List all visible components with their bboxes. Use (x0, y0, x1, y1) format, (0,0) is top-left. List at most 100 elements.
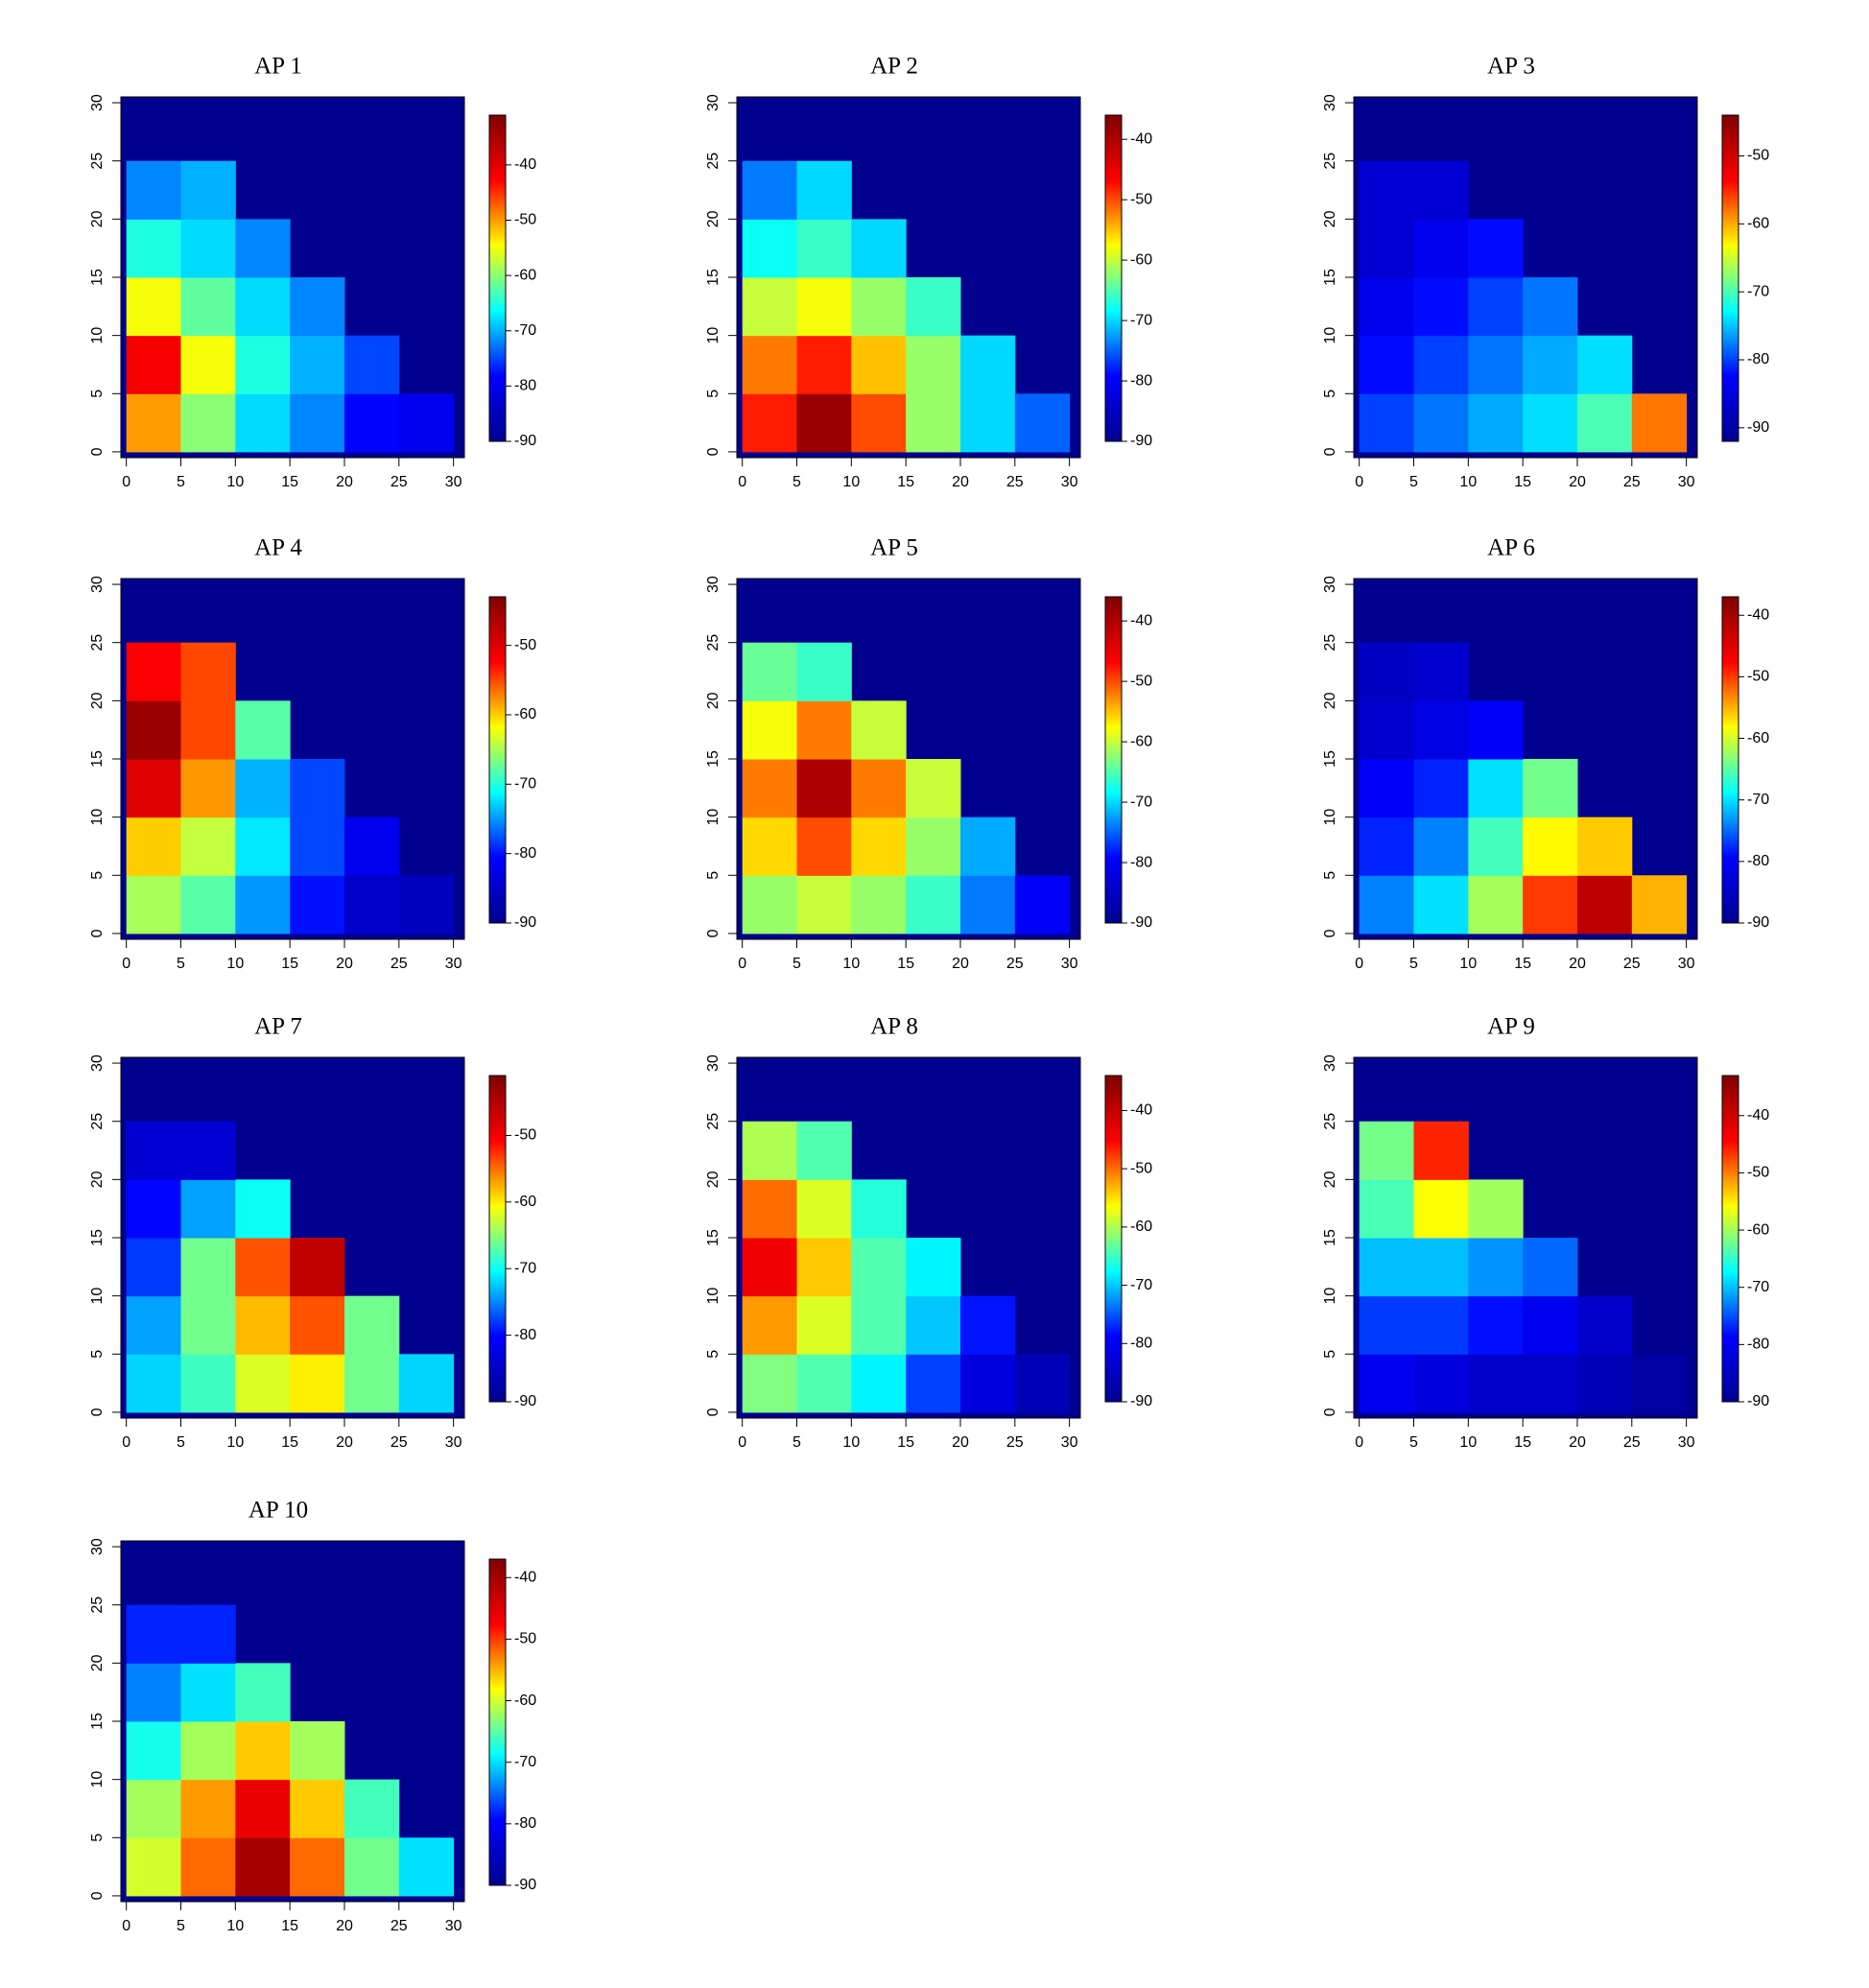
y-tick-label: 10 (89, 327, 106, 344)
heat-cell (851, 219, 907, 278)
colorbar-tick-label: -70 (1130, 793, 1152, 810)
colorbar (1104, 1075, 1123, 1403)
x-tick-label: 10 (842, 1434, 860, 1451)
panel: AP 3 0 5 10 15 20 25 30 0 5 10 15 20 25 30 -50 -60 -70 -80… (1322, 54, 1769, 491)
heat-cell (235, 816, 291, 876)
heat-cell (851, 335, 907, 394)
x-tick-label: 5 (177, 956, 185, 972)
heat-cell (1523, 1238, 1578, 1297)
heat-cell (1576, 1295, 1633, 1355)
heat-cell (1523, 393, 1578, 453)
heat-cell (180, 1663, 236, 1722)
x-tick-label: 10 (226, 474, 244, 490)
heat-cell (1413, 1295, 1469, 1355)
colorbar-tick-label: -90 (1747, 1393, 1769, 1409)
heat-cell (906, 1238, 961, 1297)
heat-cell (1576, 335, 1633, 394)
colorbar-tick-label: -80 (1130, 372, 1152, 389)
y-tick-label: 25 (89, 153, 106, 170)
heat-cell (742, 1179, 798, 1239)
heat-cell (1468, 700, 1524, 760)
colorbar-tick-label: -60 (514, 706, 536, 722)
x-tick-label: 25 (1006, 1434, 1024, 1451)
y-tick-label: 10 (1322, 809, 1338, 826)
chart-title: AP 7 (254, 1014, 302, 1040)
heat-cell (235, 1238, 291, 1297)
colorbar-tick-label: -70 (1747, 1279, 1769, 1295)
y-tick-label: 15 (1322, 269, 1338, 286)
x-tick-label: 10 (842, 956, 860, 972)
colorbar (1104, 114, 1123, 442)
colorbar-tick-label: -40 (1747, 1107, 1769, 1124)
heat-cell (742, 1121, 798, 1180)
colorbar-tick-label: -50 (514, 1127, 536, 1144)
heat-cell (851, 393, 907, 453)
y-tick-label: 10 (705, 1288, 722, 1305)
heat-cell (235, 335, 291, 394)
colorbar-tick-label: -60 (1747, 1221, 1769, 1238)
y-tick-label: 5 (89, 1834, 106, 1842)
x-tick-label: 30 (445, 956, 462, 972)
heat-cell (235, 1837, 291, 1897)
colorbar-tick-label: -60 (1130, 1219, 1152, 1235)
colorbar-tick-label: -80 (1130, 854, 1152, 870)
colorbar-tick-label: -90 (514, 1877, 536, 1893)
x-tick-label: 30 (1678, 474, 1695, 490)
x-tick-label: 10 (226, 956, 244, 972)
colorbar-tick-label: -90 (1747, 914, 1769, 931)
y-tick-label: 5 (705, 390, 722, 398)
x-tick-label: 20 (336, 1434, 353, 1451)
heat-cell (1359, 1295, 1415, 1355)
heat-cell (1576, 816, 1633, 876)
y-tick-label: 25 (89, 1597, 106, 1614)
heat-cell (796, 642, 852, 701)
y-tick-label: 10 (89, 809, 106, 826)
heat-cell (1523, 875, 1578, 935)
heat-cell (1631, 875, 1688, 935)
heat-cell (180, 1238, 236, 1297)
y-tick-label: 30 (89, 1538, 106, 1555)
colorbar-tick-label: -40 (514, 156, 536, 173)
x-tick-label: 20 (952, 956, 969, 972)
panel: AP 2 0 5 10 15 20 25 30 0 5 10 15 20 25 30 -40 -50 -60 -70… (705, 54, 1152, 491)
heat-cell (1468, 219, 1524, 278)
x-tick-label: 5 (793, 956, 801, 972)
heat-cell (796, 1295, 852, 1355)
x-tick-label: 25 (1623, 1434, 1641, 1451)
heat-cell (796, 700, 852, 760)
heat-cell (126, 393, 182, 453)
heat-cell (180, 759, 236, 818)
colorbar-tick-label: -80 (514, 1815, 536, 1832)
colorbar-tick-label: -60 (1747, 216, 1769, 232)
heat-cell (851, 759, 907, 818)
y-tick-label: 15 (1322, 750, 1338, 768)
heat-cell (126, 1604, 182, 1664)
heat-cell (1468, 277, 1524, 337)
heat-cell (1413, 277, 1469, 337)
heat-cell (126, 160, 182, 220)
heat-cell (906, 335, 961, 394)
heat-cell (398, 393, 455, 453)
heat-cell (1576, 1354, 1633, 1413)
y-tick-label: 10 (705, 327, 722, 344)
heat-cell (1413, 642, 1469, 701)
heat-cell (742, 700, 798, 760)
heat-cell (180, 642, 236, 701)
colorbar-tick-label: -70 (1747, 283, 1769, 299)
colorbar-tick-label: -50 (1747, 148, 1769, 164)
heat-cell (1468, 393, 1524, 453)
x-tick-label: 25 (1006, 474, 1024, 490)
heat-cell (796, 1179, 852, 1239)
colorbar-tick-label: -80 (514, 1327, 536, 1343)
heat-cell (906, 875, 961, 935)
x-tick-label: 5 (793, 474, 801, 490)
x-tick-label: 20 (336, 1918, 353, 1934)
heat-cell (343, 393, 400, 453)
x-tick-label: 0 (122, 474, 130, 490)
colorbar (488, 1075, 507, 1403)
heat-cell (742, 1238, 798, 1297)
colorbar-tick-label: -90 (1130, 1393, 1152, 1409)
panel: AP 8 0 5 10 15 20 25 30 0 5 10 15 20 25 30 -40 -50 -60 -70… (705, 1014, 1152, 1452)
x-tick-label: 25 (390, 1918, 408, 1934)
colorbar-tick-label: -50 (514, 212, 536, 228)
